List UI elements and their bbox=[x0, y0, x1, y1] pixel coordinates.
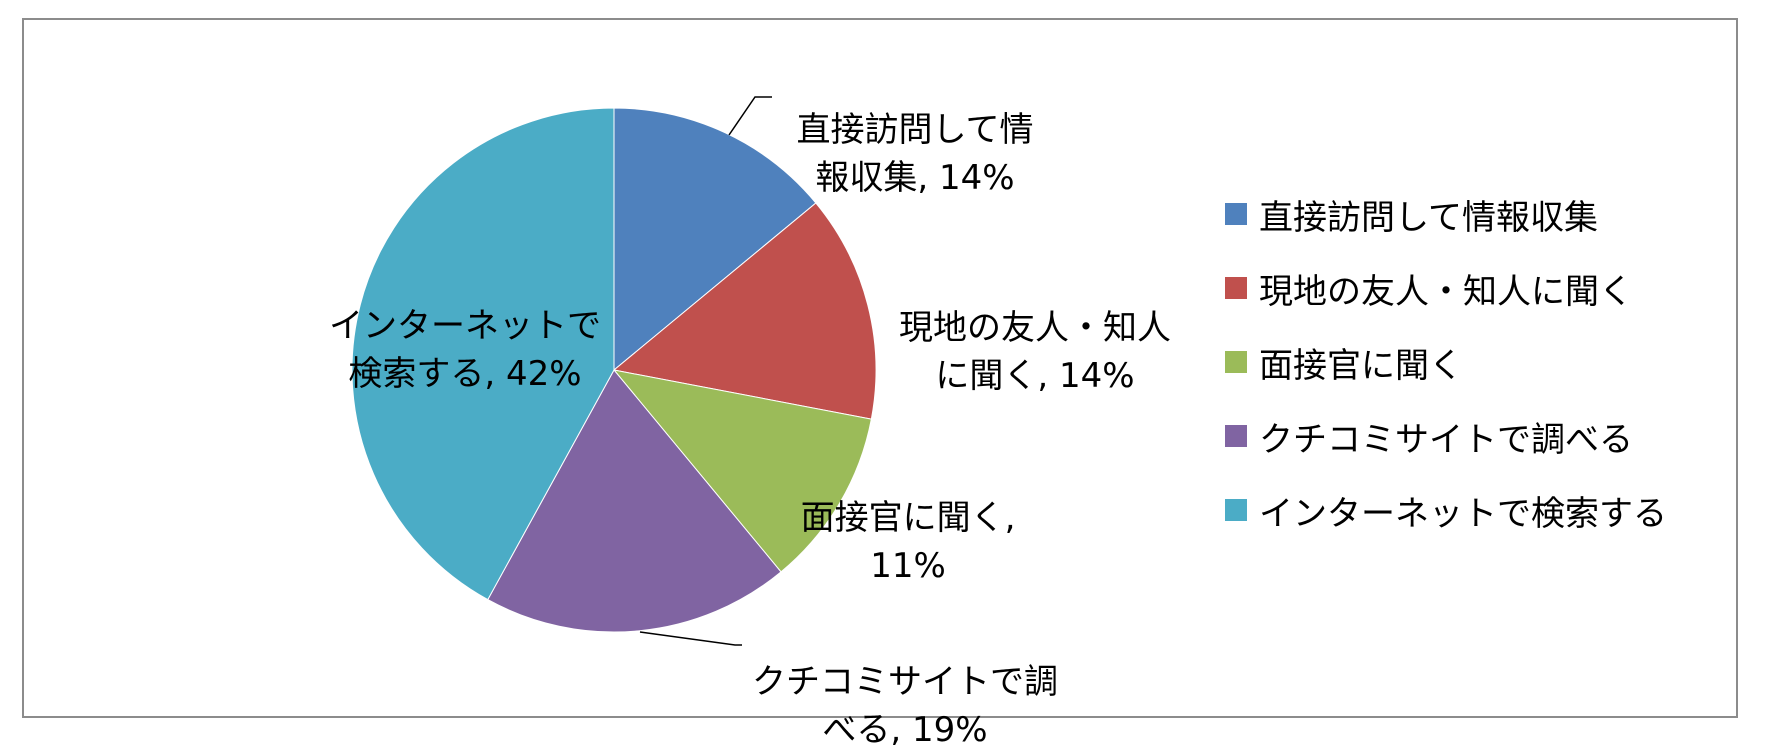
legend-swatch bbox=[1225, 425, 1247, 447]
data-label: クチコミサイトで調 べる, 19% bbox=[735, 610, 1075, 754]
pie-slice bbox=[612, 202, 877, 420]
legend-item: 現地の友人・知人に聞く bbox=[1225, 264, 1667, 312]
legend-item: 直接訪問して情報収集 bbox=[1225, 190, 1667, 238]
data-label-name: 現地の友人・知人 に聞く bbox=[899, 308, 1171, 396]
data-label-value: 14% bbox=[939, 158, 1015, 198]
data-label-name: 直接訪問して情 報収集 bbox=[796, 110, 1034, 198]
data-label-value: 11% bbox=[870, 546, 946, 586]
legend-swatch bbox=[1225, 277, 1247, 299]
data-label-value: 19% bbox=[912, 710, 988, 750]
data-label: 直接訪問して情 報収集, 14% bbox=[765, 58, 1065, 202]
pie-slice bbox=[613, 107, 817, 372]
data-label: 面接官に聞く, 11% bbox=[768, 446, 1048, 590]
chart-area bbox=[22, 18, 1738, 718]
legend-label: クチコミサイトで調べる bbox=[1259, 419, 1633, 460]
data-label-separator: , bbox=[484, 354, 507, 394]
legend-swatch bbox=[1225, 203, 1247, 225]
legend-label: 面接官に聞く bbox=[1259, 345, 1463, 386]
data-label: インターネットで 検索する, 42% bbox=[310, 254, 620, 398]
legend-swatch bbox=[1225, 499, 1247, 521]
data-label-separator: , bbox=[890, 710, 913, 750]
data-label: 現地の友人・知人 に聞く, 14% bbox=[870, 256, 1200, 400]
pie-slice bbox=[351, 107, 615, 601]
data-label-name: クチコミサイトで調 べる bbox=[752, 662, 1058, 750]
legend-item: クチコミサイトで調べる bbox=[1225, 412, 1667, 460]
leader-line bbox=[639, 631, 742, 646]
legend-label: 直接訪問して情報収集 bbox=[1259, 197, 1598, 238]
pie-slice bbox=[612, 369, 872, 573]
leader-line bbox=[728, 96, 772, 136]
data-label-value: 14% bbox=[1059, 356, 1135, 396]
legend-label: インターネットで検索する bbox=[1259, 493, 1667, 534]
legend-item: インターネットで検索する bbox=[1225, 486, 1667, 534]
data-label-name: インターネットで 検索する bbox=[329, 306, 601, 394]
data-label-value: 42% bbox=[506, 354, 582, 394]
data-label-separator: , bbox=[917, 158, 940, 198]
chart-legend: 直接訪問して情報収集 現地の友人・知人に聞く 面接官に聞く クチコミサイトで調べ… bbox=[1225, 190, 1667, 560]
pie-slice bbox=[487, 369, 782, 633]
legend-label: 現地の友人・知人に聞く bbox=[1259, 271, 1633, 312]
legend-swatch bbox=[1225, 351, 1247, 373]
data-label-name: 面接官に聞く bbox=[800, 498, 1005, 538]
data-label-separator: , bbox=[1037, 356, 1060, 396]
legend-item: 面接官に聞く bbox=[1225, 338, 1667, 386]
data-label-separator: , bbox=[1004, 498, 1016, 538]
